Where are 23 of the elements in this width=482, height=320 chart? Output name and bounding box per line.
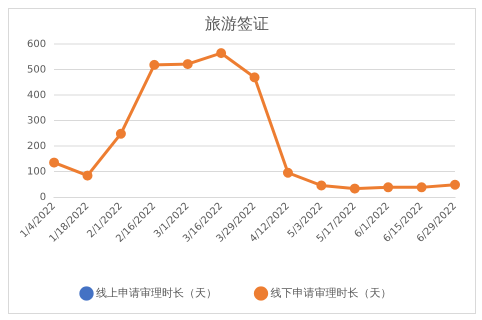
legend-label: 线下申请审理时长（天） <box>270 286 392 300</box>
y-tick-label: 400 <box>26 90 46 101</box>
chart-title: 旅游签证 <box>205 14 269 33</box>
point <box>49 158 60 168</box>
point <box>416 182 427 192</box>
y-tick-label: 200 <box>26 140 46 152</box>
y-tick-label: 300 <box>26 115 46 126</box>
point <box>116 128 126 139</box>
point <box>82 170 92 181</box>
point <box>182 59 193 70</box>
point <box>316 180 326 191</box>
y-tick-label: 0 <box>40 192 46 203</box>
point <box>350 184 360 194</box>
point <box>250 72 260 82</box>
y-tick-label: 500 <box>26 64 46 76</box>
point <box>282 168 293 178</box>
point <box>383 182 394 192</box>
point <box>149 60 160 70</box>
y-tick-label: 100 <box>26 166 46 178</box>
y-tick-label: 600 <box>26 38 46 50</box>
legend-label: 线上申请审理时长（天） <box>96 286 217 300</box>
point <box>450 180 460 190</box>
point <box>216 48 226 58</box>
